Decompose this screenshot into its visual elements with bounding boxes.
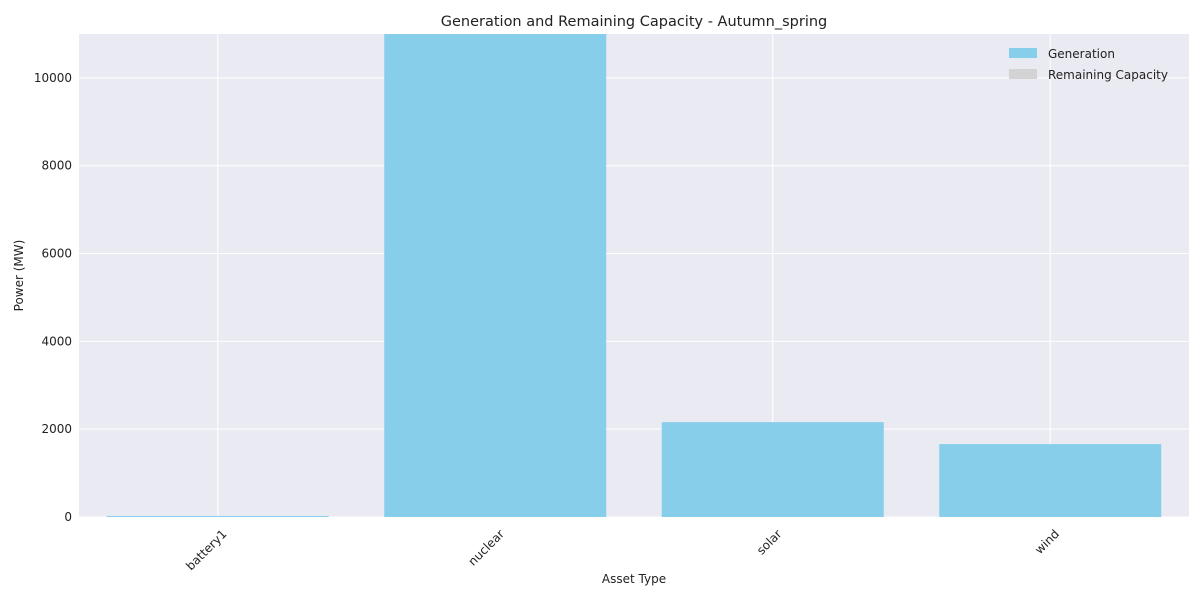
- plot-area: [79, 34, 1189, 517]
- y-tick-label: 8000: [41, 159, 72, 173]
- legend-swatch: [1009, 69, 1037, 79]
- y-tick-label: 0: [64, 510, 72, 524]
- y-tick-label: 6000: [41, 247, 72, 261]
- x-axis-ticks: battery1 nuclear solar wind: [183, 527, 1062, 573]
- bar-generation-wind: [939, 444, 1162, 517]
- legend-label: Generation: [1048, 47, 1115, 61]
- y-axis-label: Power (MW): [12, 240, 26, 312]
- x-tick-label: solar: [754, 527, 785, 558]
- bars: [106, 34, 1162, 517]
- legend-swatch: [1009, 48, 1037, 58]
- y-tick-label: 10000: [34, 71, 72, 85]
- x-axis-label: Asset Type: [602, 572, 666, 586]
- x-tick-label: wind: [1032, 527, 1062, 557]
- x-tick-label: nuclear: [465, 527, 507, 569]
- bar-generation-battery1: [106, 516, 329, 517]
- bar-generation-solar: [661, 422, 884, 517]
- legend: Generation Remaining Capacity: [1009, 47, 1168, 82]
- y-axis-ticks: 0 2000 4000 6000 8000 10000: [34, 71, 72, 524]
- y-tick-label: 2000: [41, 422, 72, 436]
- legend-label: Remaining Capacity: [1048, 68, 1168, 82]
- bar-generation-nuclear: [384, 34, 607, 517]
- y-tick-label: 4000: [41, 334, 72, 348]
- x-tick-label: battery1: [183, 527, 229, 573]
- chart-title: Generation and Remaining Capacity - Autu…: [441, 14, 828, 30]
